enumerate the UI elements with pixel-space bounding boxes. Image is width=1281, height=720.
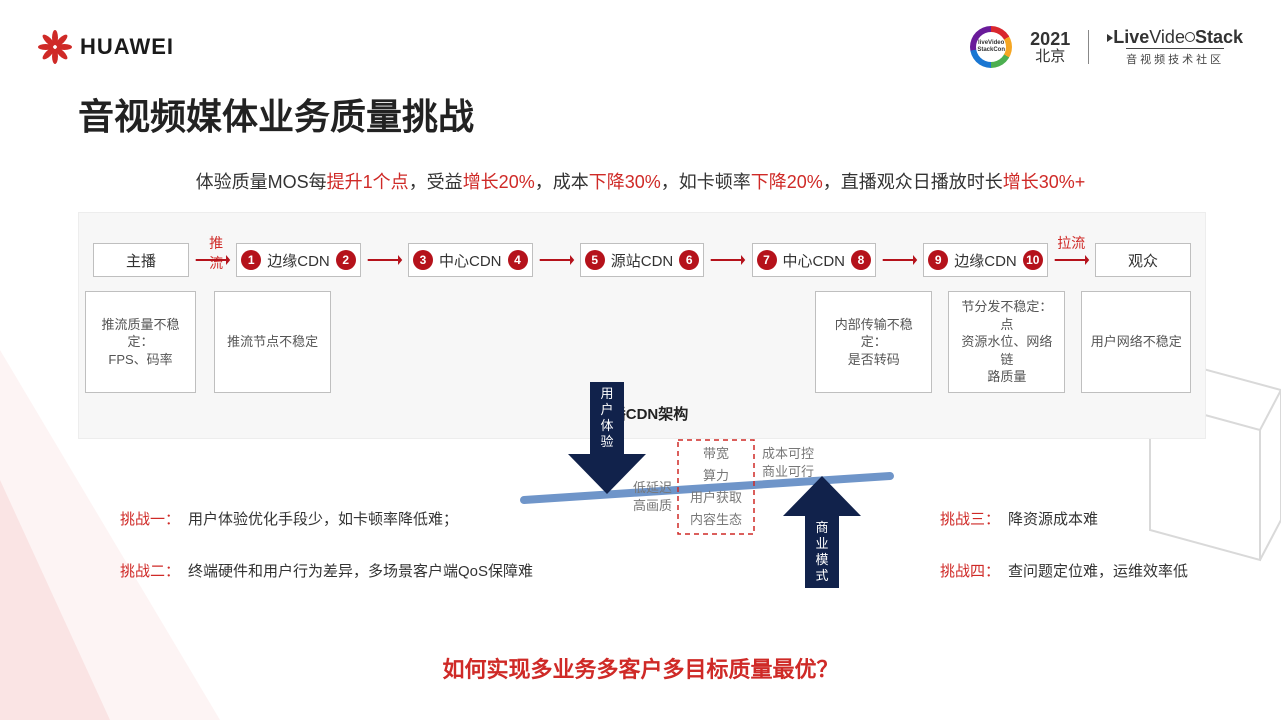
huawei-wordmark: HUAWEI [80,34,174,60]
lvs-wordmark: LiveVideStack 音视频技术社区 [1107,27,1243,67]
challenge-item: 挑战一：用户体验优化手段少，如卡顿率降低难； [120,508,540,529]
subtitle: 体验质量MOS每提升1个点，受益增长20%，成本下降30%，如卡顿率下降20%，… [0,168,1281,194]
svg-text:模: 模 [815,552,828,567]
business-model-arrow: 商业模式 [783,476,861,588]
challenge-item: 挑战四：查问题定位难，运维效率低 [940,560,1240,581]
svg-text:体: 体 [600,418,613,433]
svg-text:低延迟: 低延迟 [633,480,672,495]
svg-text:用户获取: 用户获取 [690,490,742,505]
svg-text:成本可控: 成本可控 [762,446,814,461]
flow-cdn-node: 1边缘CDN2 [236,243,361,277]
flow-arrow [710,259,745,261]
user-experience-arrow: 用户体验 [568,382,646,494]
step-badge: 2 [336,250,356,270]
flow-arrow [539,259,574,261]
step-badge: 5 [585,250,605,270]
svg-text:用: 用 [600,386,613,401]
svg-text:商业可行: 商业可行 [762,464,814,479]
flow-cdn-node: 5源站CDN6 [580,243,705,277]
svg-text:验: 验 [600,434,613,449]
flow-note: 用户网络不稳定 [1081,291,1191,393]
step-badge: 4 [508,250,528,270]
step-badge: 1 [241,250,261,270]
flow-cdn-node: 3中心CDN4 [408,243,533,277]
event-year-city: 2021 北京 [1030,30,1070,65]
step-badge: 6 [679,250,699,270]
cdn-flow-row: 主播 推流 1边缘CDN2 3中心CDN4 5源站CDN6 7中心CDN8 9边缘CDN10… [93,243,1191,277]
bottom-question: 如何实现多业务多客户多目标质量最优？ [0,652,1281,684]
flow-arrow: 拉流 [1054,259,1089,261]
lvs-con-badge: liveVideoStackCon [970,26,1012,68]
challenge-item: 挑战二：终端硬件和用户行为差异，多场景客户端QoS保障难 [120,560,540,581]
flow-cdn-node: 9边缘CDN10 [923,243,1048,277]
svg-text:户: 户 [600,402,613,417]
huawei-logo: HUAWEI [38,30,174,64]
svg-text:式: 式 [815,568,828,583]
flow-note: 推流节点不稳定 [214,291,331,393]
header-separator [1088,30,1089,64]
step-badge: 9 [928,250,948,270]
flow-arrow [367,259,402,261]
flow-note: 节分发不稳定：点资源水位、网络链路质量 [948,291,1065,393]
svg-text:商: 商 [815,520,828,535]
svg-text:业: 业 [815,536,828,551]
step-badge: 3 [413,250,433,270]
step-badge: 7 [757,250,777,270]
huawei-flower-icon [38,30,72,64]
flow-note: 推流质量不稳定：FPS、码率 [85,291,196,393]
flow-node: 主播 [93,243,189,277]
header-right: liveVideoStackCon 2021 北京 LiveVideStack … [970,26,1243,68]
flow-arrow [882,259,917,261]
challenge-item: 挑战三：降资源成本难 [940,508,1240,529]
flow-arrow: 推流 [195,259,230,261]
flow-cdn-node: 7中心CDN8 [752,243,877,277]
header: HUAWEI liveVideoStackCon 2021 北京 LiveVid… [38,22,1243,72]
svg-text:带宽: 带宽 [703,446,729,461]
svg-text:内容生态: 内容生态 [690,512,742,527]
svg-text:算力: 算力 [703,468,729,483]
svg-text:高画质: 高画质 [633,498,672,513]
step-badge: 10 [1023,250,1043,270]
step-badge: 8 [851,250,871,270]
seesaw-diagram: 用户体验 商业模式 带宽算力用户获取内容生态 低延迟高画质 成本可控商业可行 [530,376,906,616]
flow-node: 观众 [1095,243,1191,277]
page-title: 音视频媒体业务质量挑战 [78,88,474,140]
